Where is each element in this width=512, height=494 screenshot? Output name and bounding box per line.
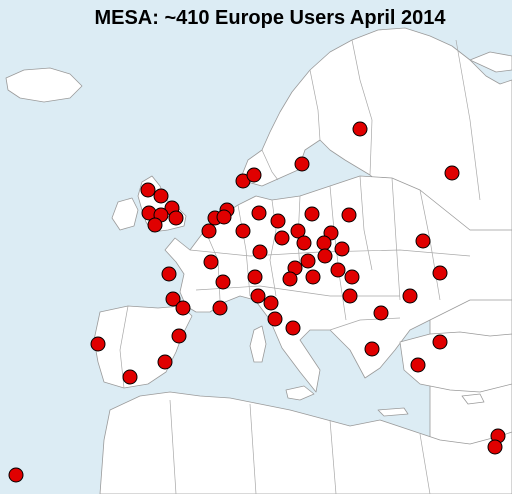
map-title: MESA: ~410 Europe Users April 2014: [94, 7, 446, 29]
user-location-marker: [217, 210, 231, 224]
user-location-marker: [216, 275, 230, 289]
user-location-marker: [236, 224, 250, 238]
user-location-marker: [297, 236, 311, 250]
user-location-marker: [158, 355, 172, 369]
user-location-marker: [365, 342, 379, 356]
user-location-marker: [445, 166, 459, 180]
user-location-marker: [317, 236, 331, 250]
user-location-marker: [176, 301, 190, 315]
user-location-marker: [318, 249, 332, 263]
user-location-marker: [306, 270, 320, 284]
user-location-marker: [283, 272, 297, 286]
user-location-marker: [342, 208, 356, 222]
user-location-marker: [295, 157, 309, 171]
user-location-marker: [271, 214, 285, 228]
user-location-marker: [204, 255, 218, 269]
user-location-marker: [286, 321, 300, 335]
user-location-marker: [345, 270, 359, 284]
user-location-marker: [301, 254, 315, 268]
user-location-marker: [91, 337, 105, 351]
user-location-marker: [331, 263, 345, 277]
user-location-marker: [202, 224, 216, 238]
user-location-marker: [305, 207, 319, 221]
user-location-marker: [141, 183, 155, 197]
user-location-marker: [123, 370, 137, 384]
user-location-marker: [162, 267, 176, 281]
user-location-marker: [247, 168, 261, 182]
user-location-marker: [343, 289, 357, 303]
user-location-marker: [433, 335, 447, 349]
user-location-marker: [264, 296, 278, 310]
user-location-marker: [335, 242, 349, 256]
user-location-marker: [353, 122, 367, 136]
user-location-marker: [148, 218, 162, 232]
user-location-marker: [213, 301, 227, 315]
user-location-marker: [433, 266, 447, 280]
user-location-marker: [154, 189, 168, 203]
user-location-marker: [411, 358, 425, 372]
user-location-marker: [253, 245, 267, 259]
user-location-marker: [252, 206, 266, 220]
user-location-marker: [374, 306, 388, 320]
user-location-marker: [403, 289, 417, 303]
user-location-marker: [268, 312, 282, 326]
user-location-marker: [172, 329, 186, 343]
user-location-marker: [416, 234, 430, 248]
user-location-marker: [169, 211, 183, 225]
user-location-marker: [488, 440, 502, 454]
user-location-marker: [275, 231, 289, 245]
user-location-marker: [9, 468, 23, 482]
user-location-marker: [248, 270, 262, 284]
user-location-marker: [251, 289, 265, 303]
